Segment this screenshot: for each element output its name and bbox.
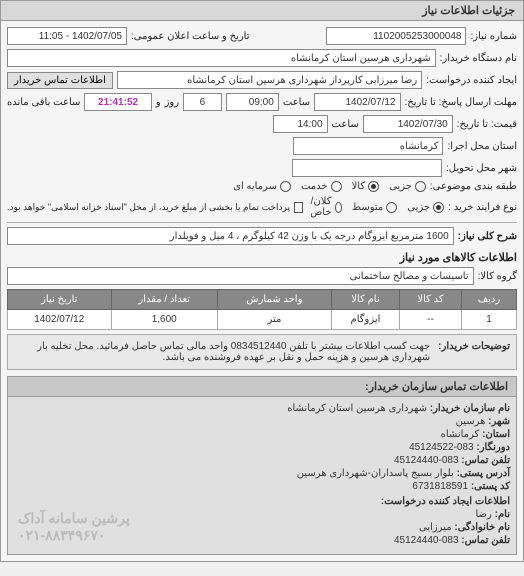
process-radio-group: جزیی متوسط کلان/خاص bbox=[307, 196, 445, 218]
field-price-date: 1402/07/30 bbox=[363, 115, 453, 133]
goods-info-title: اطلاعات کالاهای مورد نیاز bbox=[7, 251, 517, 264]
contact-line: استان: کرمانشاه bbox=[14, 429, 510, 440]
contact-section: اطلاعات تماس سازمان خریدار: نام سازمان خ… bbox=[7, 376, 517, 555]
table-row: 1--ایزوگاممتر1,6001402/07/12 bbox=[8, 310, 517, 330]
radio-option[interactable]: جزیی bbox=[389, 181, 426, 192]
radio-label: کالا bbox=[352, 181, 366, 192]
panel-header: جزئیات اطلاعات نیاز bbox=[1, 1, 523, 21]
radio-icon bbox=[368, 181, 379, 192]
watermark-line2: ۰۲۱-۸۸۳۴۹۶۷۰ bbox=[18, 527, 130, 544]
buyer-contact-button[interactable]: اطلاعات تماس خریدار bbox=[7, 72, 113, 89]
label-time2: ساعت bbox=[332, 119, 359, 130]
divider bbox=[7, 222, 517, 223]
details-panel: جزئیات اطلاعات نیاز شماره نیاز: 11020052… bbox=[0, 0, 524, 562]
label-number: شماره نیاز: bbox=[470, 31, 517, 42]
label-process: نوع فرایند خرید : bbox=[448, 202, 517, 213]
radio-icon bbox=[433, 202, 444, 213]
radio-label: سرمایه ای bbox=[233, 181, 277, 192]
label-price-validity: قیمت: تا تاریخ: bbox=[457, 119, 517, 130]
label-payment-note: پرداخت تمام یا بخشی از مبلغ خرید، از محل… bbox=[7, 202, 290, 213]
label-deadline: مهلت ارسال پاسخ: تا تاریخ: bbox=[405, 97, 517, 108]
table-header: تاریخ نیاز bbox=[8, 290, 112, 310]
radio-label: کلان/خاص bbox=[307, 196, 332, 218]
radio-option[interactable]: متوسط bbox=[352, 202, 397, 213]
table-cell: متر bbox=[217, 310, 331, 330]
radio-icon bbox=[331, 181, 342, 192]
label-time1: ساعت bbox=[283, 97, 310, 108]
label-province: استان محل اجرا: bbox=[447, 141, 517, 152]
desc-text: جهت کسب اطلاعات بیشتر با تلفن 0834512440… bbox=[14, 341, 430, 363]
table-cell: -- bbox=[400, 310, 462, 330]
label-announce: تاریخ و ساعت اعلان عمومی: bbox=[131, 31, 250, 42]
label-city: شهر محل تحویل: bbox=[446, 163, 517, 174]
contact-line: نام سازمان خریدار: شهرداری هرسین استان ک… bbox=[14, 403, 510, 414]
field-requester: رضا میرزایی کارپرداز شهرداری هرسین استان… bbox=[117, 71, 422, 89]
radio-icon bbox=[415, 181, 426, 192]
label-goods-group: گروه کالا: bbox=[478, 271, 517, 282]
table-cell: ایزوگام bbox=[331, 310, 399, 330]
contact-line: آدرس پستی: بلوار بسیج پاسداران-شهرداری ه… bbox=[14, 468, 510, 479]
contact-body: نام سازمان خریدار: شهرداری هرسین استان ک… bbox=[8, 397, 516, 554]
radio-label: جزیی bbox=[407, 202, 430, 213]
field-buyer-org: شهرداری هرسین استان کرمانشاه bbox=[7, 49, 436, 67]
field-number: 1102005253000048 bbox=[326, 27, 466, 45]
description-box: توضیحات خریدار: جهت کسب اطلاعات بیشتر با… bbox=[7, 334, 517, 370]
contact-line: دورنگار: 083-45124522 bbox=[14, 442, 510, 453]
label-remaining: ساعت باقی مانده bbox=[7, 97, 80, 108]
desc-label: توضیحات خریدار: bbox=[438, 341, 510, 363]
field-city bbox=[292, 159, 442, 177]
label-category: طبقه بندی موضوعی: bbox=[430, 181, 517, 192]
contact-line: کد پستی: 6731818591 bbox=[14, 481, 510, 492]
radio-icon bbox=[386, 202, 397, 213]
radio-option[interactable]: جزیی bbox=[407, 202, 444, 213]
radio-label: جزیی bbox=[389, 181, 412, 192]
table-header: ردیف bbox=[461, 290, 516, 310]
contact-subheader: اطلاعات ایجاد کننده درخواست: bbox=[14, 496, 510, 507]
table-header: کد کالا bbox=[400, 290, 462, 310]
treasury-checkbox[interactable] bbox=[294, 202, 303, 213]
label-title: شرح کلی نیاز: bbox=[458, 231, 517, 242]
radio-label: خدمت bbox=[301, 181, 328, 192]
field-response-date: 1402/07/12 bbox=[314, 93, 401, 111]
watermark-line1: پرشین سامانه آداک bbox=[18, 510, 130, 527]
table-header: نام کالا bbox=[331, 290, 399, 310]
contact-line: تلفن تماس: 083-45124440 bbox=[14, 455, 510, 466]
radio-option[interactable]: سرمایه ای bbox=[233, 181, 291, 192]
label-buyer-org: نام دستگاه خریدار: bbox=[440, 53, 517, 64]
watermark: پرشین سامانه آداک ۰۲۱-۸۸۳۴۹۶۷۰ bbox=[18, 510, 130, 544]
radio-icon bbox=[335, 202, 342, 213]
field-countdown: 21:41:52 bbox=[84, 93, 151, 111]
field-price-time: 14:00 bbox=[273, 115, 328, 133]
label-and: و bbox=[156, 97, 161, 108]
table-header: تعداد / مقدار bbox=[111, 290, 217, 310]
goods-table: ردیفکد کالانام کالاواحد شمارشتعداد / مقد… bbox=[7, 289, 517, 330]
field-province: کرمانشاه bbox=[293, 137, 443, 155]
label-requester: ایجاد کننده درخواست: bbox=[426, 75, 517, 86]
contact-header: اطلاعات تماس سازمان خریدار: bbox=[8, 377, 516, 397]
field-goods-group: تاسیسات و مصالح ساختمانی bbox=[7, 267, 474, 285]
field-days: 6 bbox=[183, 93, 222, 111]
table-cell: 1,600 bbox=[111, 310, 217, 330]
field-announce: 1402/07/05 - 11:05 bbox=[7, 27, 127, 45]
field-response-time: 09:00 bbox=[226, 93, 279, 111]
radio-option[interactable]: کالا bbox=[352, 181, 380, 192]
panel-body: شماره نیاز: 1102005253000048 تاریخ و ساع… bbox=[1, 21, 523, 561]
radio-option[interactable]: کلان/خاص bbox=[307, 196, 342, 218]
label-day: روز bbox=[165, 97, 180, 108]
table-cell: 1402/07/12 bbox=[8, 310, 112, 330]
contact-line: شهر: هرسین bbox=[14, 416, 510, 427]
radio-icon bbox=[280, 181, 291, 192]
table-cell: 1 bbox=[461, 310, 516, 330]
field-title: 1600 مترمربع ایزوگام درجه یک با وزن 42 ک… bbox=[7, 227, 454, 245]
radio-label: متوسط bbox=[352, 202, 383, 213]
table-header: واحد شمارش bbox=[217, 290, 331, 310]
category-radio-group: جزیی کالا خدمت سرمایه ای bbox=[233, 181, 426, 192]
radio-option[interactable]: خدمت bbox=[301, 181, 342, 192]
